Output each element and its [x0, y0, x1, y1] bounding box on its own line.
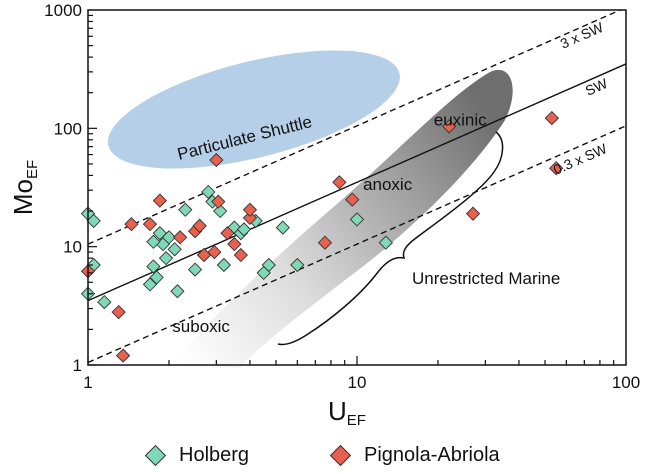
point-holberg-27 — [349, 212, 365, 227]
label-anoxic: anoxic — [363, 175, 413, 194]
reference-line-0 — [88, 10, 623, 245]
reference-line-1 — [88, 63, 626, 302]
point-pignola-abriola-22 — [544, 110, 559, 126]
point-holberg-7 — [149, 270, 164, 285]
point-holberg-14 — [187, 262, 203, 277]
legend-swatch-holberg — [144, 444, 167, 467]
point-pignola-abriola-13 — [227, 237, 242, 252]
label-suboxic: suboxic — [172, 317, 230, 336]
point-holberg-18 — [216, 257, 232, 273]
point-pignola-abriola-6 — [172, 230, 188, 245]
reference-line-2 — [88, 125, 626, 364]
point-holberg-17 — [213, 203, 228, 219]
x-axis-title: UEF — [328, 396, 366, 429]
point-pignola-abriola-24 — [192, 218, 207, 233]
y-tick-label: 100 — [54, 119, 82, 138]
point-pignola-abriola-19 — [345, 192, 360, 207]
point-pignola-abriola-2 — [115, 348, 131, 363]
legend-label-holberg: Holberg — [179, 444, 250, 466]
label-unrestricted-marine: Unrestricted Marine — [412, 269, 560, 288]
label-3xsw: 3 x SW — [558, 19, 606, 52]
point-holberg-31 — [170, 284, 185, 299]
legend-item-pignola-abriola: Pignola-Abriola — [329, 444, 500, 467]
legend: Holberg Pignola-Abriola — [0, 440, 645, 474]
point-holberg-15 — [201, 184, 216, 200]
unrestricted-marine-brace — [277, 131, 504, 346]
point-holberg-6 — [146, 259, 161, 274]
point-pignola-abriola-21 — [465, 206, 481, 221]
point-holberg-12 — [167, 242, 182, 257]
data-points — [80, 110, 564, 363]
point-holberg-13 — [178, 202, 193, 217]
label-euxinic: euxinic — [434, 110, 487, 129]
point-pignola-abriola-18 — [332, 175, 347, 190]
point-pignola-abriola-4 — [142, 217, 158, 232]
point-pignola-abriola-20 — [441, 119, 457, 134]
point-holberg-10 — [152, 226, 168, 241]
legend-swatch-pignola-abriola — [329, 444, 352, 467]
plot-background — [107, 50, 513, 368]
legend-item-holberg: Holberg — [144, 444, 250, 467]
x-tick-label: 1 — [83, 373, 92, 392]
point-pignola-abriola-14 — [233, 247, 248, 263]
point-pignola-abriola-1 — [111, 304, 126, 320]
point-holberg-25 — [275, 220, 290, 235]
y-tick-label: 10 — [63, 238, 82, 257]
particulate-shuttle-region — [107, 50, 400, 169]
point-holberg-21 — [236, 222, 252, 237]
point-pignola-abriola-23 — [549, 161, 564, 176]
point-pignola-abriola-3 — [124, 217, 139, 232]
point-pignola-abriola-15 — [242, 210, 258, 226]
point-holberg-30 — [158, 250, 174, 266]
label-sw: SW — [583, 75, 611, 99]
point-holberg-24 — [261, 257, 276, 273]
point-pignola-abriola-12 — [220, 226, 235, 241]
point-pignola-abriola-10 — [209, 152, 224, 168]
point-pignola-abriola-9 — [207, 244, 222, 260]
y-tick-label: 1000 — [44, 1, 82, 20]
reference-lines — [88, 10, 626, 364]
label-0-3xsw: 0.3 x SW — [551, 140, 610, 178]
point-holberg-1 — [86, 213, 101, 229]
point-holberg-4 — [97, 294, 112, 310]
point-pignola-abriola-5 — [152, 193, 168, 208]
point-holberg-11 — [146, 234, 161, 249]
legend-label-pignola-abriola: Pignola-Abriola — [364, 444, 500, 466]
point-holberg-5 — [142, 277, 158, 292]
point-pignola-abriola-8 — [196, 247, 212, 263]
x-tick-label: 10 — [348, 373, 367, 392]
point-holberg-28 — [378, 235, 393, 250]
axes: 1 10 100 1 10 100 1000 UEF MoEF — [8, 1, 640, 429]
point-pignola-abriola-16 — [242, 202, 258, 217]
point-pignola-abriola-17 — [317, 235, 333, 250]
point-holberg-26 — [290, 257, 305, 273]
x-tick-label: 100 — [612, 373, 640, 392]
y-tick-label: 1 — [73, 356, 82, 375]
y-axis-title: MoEF — [8, 160, 41, 215]
redox-gradient-band — [168, 69, 513, 368]
point-pignola-abriola-11 — [211, 194, 226, 209]
